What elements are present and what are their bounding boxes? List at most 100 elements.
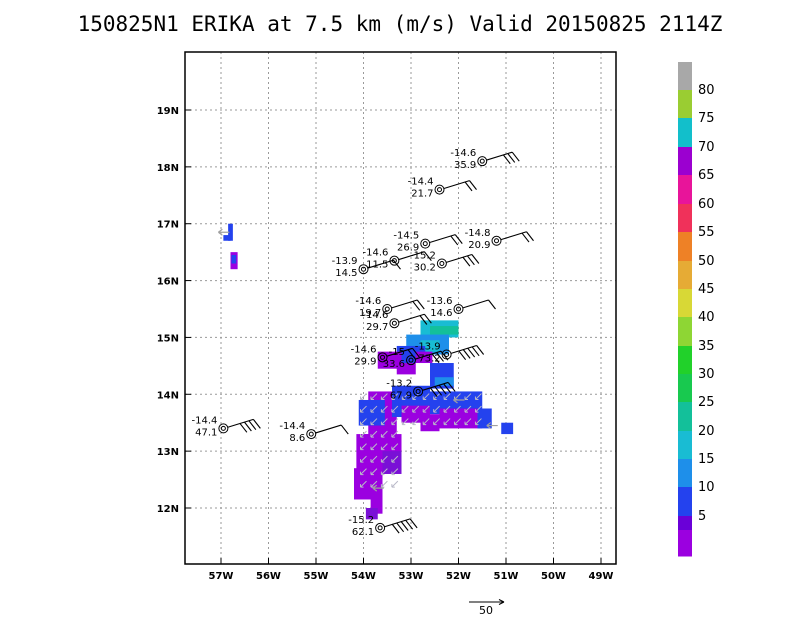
barb-flag	[409, 518, 418, 529]
station-circle	[377, 352, 388, 363]
observation-speed: 35.9	[454, 160, 476, 171]
barb-flag	[464, 181, 473, 192]
observation-speed: 62.1	[352, 527, 374, 538]
observation-temperature: -14.5	[393, 231, 419, 242]
speed-cell	[420, 340, 440, 352]
barb-flag	[423, 313, 432, 324]
observation: -14.629.7	[363, 310, 432, 333]
speed-cell	[420, 414, 440, 432]
x-tick-label: 53W	[399, 571, 424, 582]
colorbar-label: 5	[698, 509, 706, 524]
wind-vector	[360, 468, 367, 476]
observation-temperature: -14.6	[363, 310, 389, 321]
wind-vector	[360, 430, 367, 438]
wind-vector	[433, 418, 441, 426]
station-inner-circle	[220, 425, 226, 431]
wind-vector	[380, 405, 388, 413]
wind-vector	[422, 393, 430, 401]
wind-vector	[486, 422, 498, 430]
observation: -14.48.6	[279, 421, 349, 444]
wind-vector	[412, 405, 420, 413]
wind-vector	[474, 405, 482, 413]
colorbar-segment	[678, 232, 692, 262]
wind-vector	[380, 455, 388, 463]
barb-flag	[405, 519, 414, 530]
observation-temperature: -13.2	[386, 378, 412, 389]
colorbar-segment	[678, 459, 692, 488]
observation: -15.262.1	[348, 515, 418, 538]
wind-vector	[412, 418, 420, 426]
barb-flag	[423, 251, 432, 262]
colorbar-segment	[678, 90, 692, 119]
barb-flag	[434, 386, 443, 396]
barb-flag	[471, 346, 480, 357]
colorbar-label: 55	[698, 225, 715, 240]
colorbar-segment	[678, 147, 692, 176]
speed-cell	[370, 490, 383, 514]
colorbar-segment	[678, 317, 692, 347]
wind-vector	[218, 228, 230, 236]
wind-vector	[391, 443, 399, 451]
observation-speed: 33.6	[383, 359, 405, 370]
station-circle	[382, 304, 393, 314]
colorbar-segment	[678, 530, 692, 557]
barb-flag	[400, 521, 409, 531]
barb-flag	[469, 180, 477, 190]
wind-vector	[443, 418, 451, 426]
observation-speed: 8.6	[289, 433, 305, 444]
colorbar-segment	[678, 289, 692, 318]
x-tick-label: 50W	[541, 571, 566, 582]
station-circle	[375, 522, 386, 533]
y-tick-label: 16N	[157, 277, 179, 288]
station-inner-circle	[361, 266, 366, 272]
colorbar-segment	[678, 204, 692, 233]
barb-flag	[507, 153, 516, 163]
y-tick-label: 17N	[157, 220, 179, 231]
observation-speed: 47.1	[195, 427, 217, 438]
station-circle	[358, 264, 369, 275]
wind-vector	[433, 405, 441, 413]
barb-flag	[407, 349, 416, 359]
x-tick-label: 52W	[446, 571, 471, 582]
colorbar-segment	[678, 402, 692, 432]
observation: -14.526.9	[393, 231, 463, 254]
colorbar-label: 40	[698, 310, 715, 325]
x-tick-label: 54W	[351, 571, 376, 582]
station-circle	[389, 255, 400, 266]
colorbar-label: 15	[698, 452, 715, 467]
wind-vector	[454, 405, 461, 413]
barb-flag	[243, 421, 252, 432]
barb-flag	[443, 383, 452, 394]
y-axis: 12N 13N 14N 15N 16N 17N 18N 19N	[157, 106, 191, 515]
station-inner-circle	[415, 388, 421, 394]
colorbar-label: 10	[698, 480, 715, 495]
barb-flag	[396, 522, 405, 533]
observation-temperature: -14.8	[465, 228, 491, 239]
wind-vector	[360, 480, 367, 488]
observation-temperature: -14.4	[279, 421, 305, 432]
wind-vector	[422, 418, 430, 426]
y-tick-label: 14N	[157, 390, 179, 401]
colorbar-label: 45	[698, 282, 715, 297]
station-inner-circle	[439, 261, 445, 267]
speed-cell	[434, 377, 454, 386]
station-circle	[413, 386, 424, 397]
barb-flag	[450, 235, 459, 246]
station-inner-circle	[494, 238, 499, 244]
barb-flag	[471, 254, 480, 264]
observation: -13.614.6	[427, 296, 496, 319]
colorbar-label: 60	[698, 197, 715, 212]
wind-vector	[360, 393, 367, 401]
observation-temperature: -14.4	[408, 177, 434, 188]
station-circle	[477, 156, 488, 167]
barb-shaft	[398, 251, 425, 261]
observation-speed: 30.2	[414, 263, 436, 274]
observation: -14.619.7	[355, 296, 425, 319]
station-inner-circle	[408, 357, 414, 363]
barb-flag	[429, 387, 438, 397]
observation-temperature: -15.2	[410, 251, 436, 262]
colorbar-segment	[678, 175, 692, 205]
colorbar-label: 25	[698, 395, 715, 410]
barb-flag	[252, 419, 261, 429]
barb-flag	[462, 349, 471, 359]
